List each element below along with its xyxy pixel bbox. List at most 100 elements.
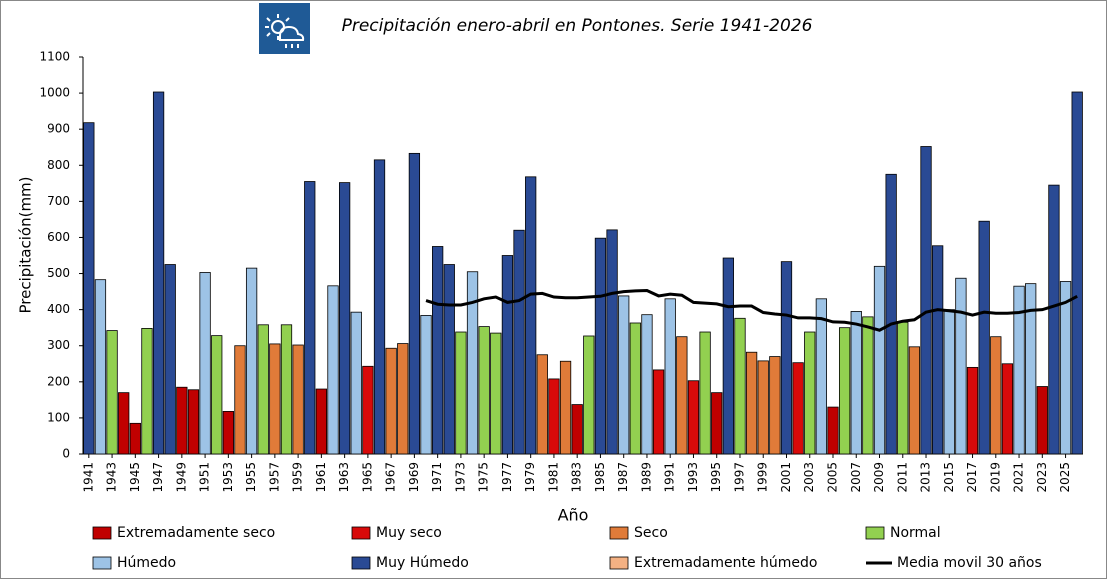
bar	[525, 176, 537, 455]
x-tick-label: 2023	[1035, 462, 1049, 493]
bar	[350, 311, 362, 455]
x-tick-label: 1951	[198, 462, 212, 493]
bar	[827, 406, 839, 455]
bar	[152, 91, 165, 455]
x-tick-label: 2019	[988, 462, 1002, 493]
bar	[1059, 281, 1072, 455]
x-tick-label: 1959	[291, 462, 305, 493]
bar	[280, 324, 293, 455]
legend-swatch	[351, 556, 371, 570]
x-tick-label: 1989	[639, 462, 653, 493]
bar	[780, 261, 793, 455]
bar	[850, 311, 862, 455]
legend-label: Seco	[634, 525, 668, 541]
bar	[94, 279, 107, 455]
bar	[629, 322, 641, 455]
bar	[571, 404, 583, 455]
bar	[548, 378, 560, 455]
bar	[711, 392, 723, 455]
x-tick-label: 1945	[128, 462, 142, 493]
x-tick-label: 2003	[802, 462, 816, 493]
bar	[664, 298, 676, 455]
bar	[199, 272, 211, 455]
x-tick-label: 1963	[337, 462, 351, 493]
bar	[443, 264, 455, 455]
x-tick-label: 1969	[407, 462, 421, 493]
x-tick-label: 2001	[779, 462, 793, 493]
x-tick-label: 1947	[151, 462, 165, 493]
legend-swatch	[609, 526, 629, 540]
bar	[792, 362, 804, 455]
y-tick-label: 800	[47, 158, 70, 172]
bar	[408, 152, 421, 455]
x-tick-label: 1993	[686, 462, 700, 493]
x-tick-label: 1991	[663, 462, 677, 493]
bar	[676, 336, 688, 455]
bar	[745, 351, 758, 455]
x-tick-label: 1965	[360, 462, 374, 493]
bar	[757, 360, 769, 455]
y-tick-label: 600	[47, 230, 70, 244]
y-tick-label: 1000	[39, 86, 70, 100]
bar	[722, 257, 734, 455]
bar	[966, 366, 979, 455]
bar	[315, 388, 328, 455]
bar	[978, 220, 990, 455]
bar	[734, 317, 746, 455]
x-tick-label: 1957	[267, 462, 281, 493]
bar	[245, 267, 258, 455]
x-tick-label: 1985	[593, 462, 607, 493]
bar	[862, 316, 874, 455]
bar	[385, 347, 397, 455]
x-axis-label: Año	[558, 506, 589, 525]
bar	[362, 365, 374, 455]
bar	[932, 245, 944, 455]
x-tick-label: 2015	[942, 462, 956, 493]
y-axis-label: Precipitación(mm)	[17, 176, 35, 313]
y-tick-label: 400	[47, 302, 70, 316]
bar	[1001, 363, 1014, 455]
bar	[606, 229, 618, 455]
y-tick-label: 100	[47, 410, 70, 424]
bar	[373, 159, 386, 455]
bar	[187, 389, 200, 455]
legend-swatch	[865, 526, 885, 540]
bar	[594, 237, 607, 455]
bar	[583, 335, 595, 455]
x-tick-label: 1975	[477, 462, 491, 493]
x-tick-label: 1967	[384, 462, 398, 493]
x-tick-label: 1981	[546, 462, 560, 493]
bar	[304, 181, 316, 455]
legend-label: Muy seco	[376, 525, 442, 541]
x-tick-label: 2013	[919, 462, 933, 493]
bar	[943, 309, 955, 455]
x-tick-label: 2017	[965, 462, 979, 493]
x-tick-label: 1987	[616, 462, 630, 493]
x-tick-label: 1971	[430, 462, 444, 493]
x-tick-label: 1995	[709, 462, 723, 493]
bar	[257, 324, 269, 455]
x-tick-label: 1953	[221, 462, 235, 493]
legend-swatch	[92, 556, 112, 570]
x-tick-label: 1943	[105, 462, 119, 493]
moving-average-line	[425, 288, 1078, 332]
bar	[804, 331, 816, 455]
bar	[420, 315, 432, 455]
bar	[234, 345, 246, 455]
bar	[687, 380, 700, 455]
bar	[327, 285, 339, 455]
bar	[455, 331, 467, 455]
bar	[838, 327, 851, 455]
legend-label: Media movil 30 años	[897, 555, 1042, 571]
bar	[269, 343, 281, 455]
y-tick-label: 200	[47, 374, 70, 388]
x-tick-label: 2021	[1012, 462, 1026, 493]
x-tick-label: 2005	[826, 462, 840, 493]
bar	[164, 264, 176, 455]
bar	[559, 360, 572, 455]
bar	[652, 369, 665, 455]
legend-label: Extremadamente seco	[117, 525, 275, 541]
x-tick-label: 2011	[895, 462, 909, 493]
legend-label: Muy Húmedo	[376, 555, 469, 571]
